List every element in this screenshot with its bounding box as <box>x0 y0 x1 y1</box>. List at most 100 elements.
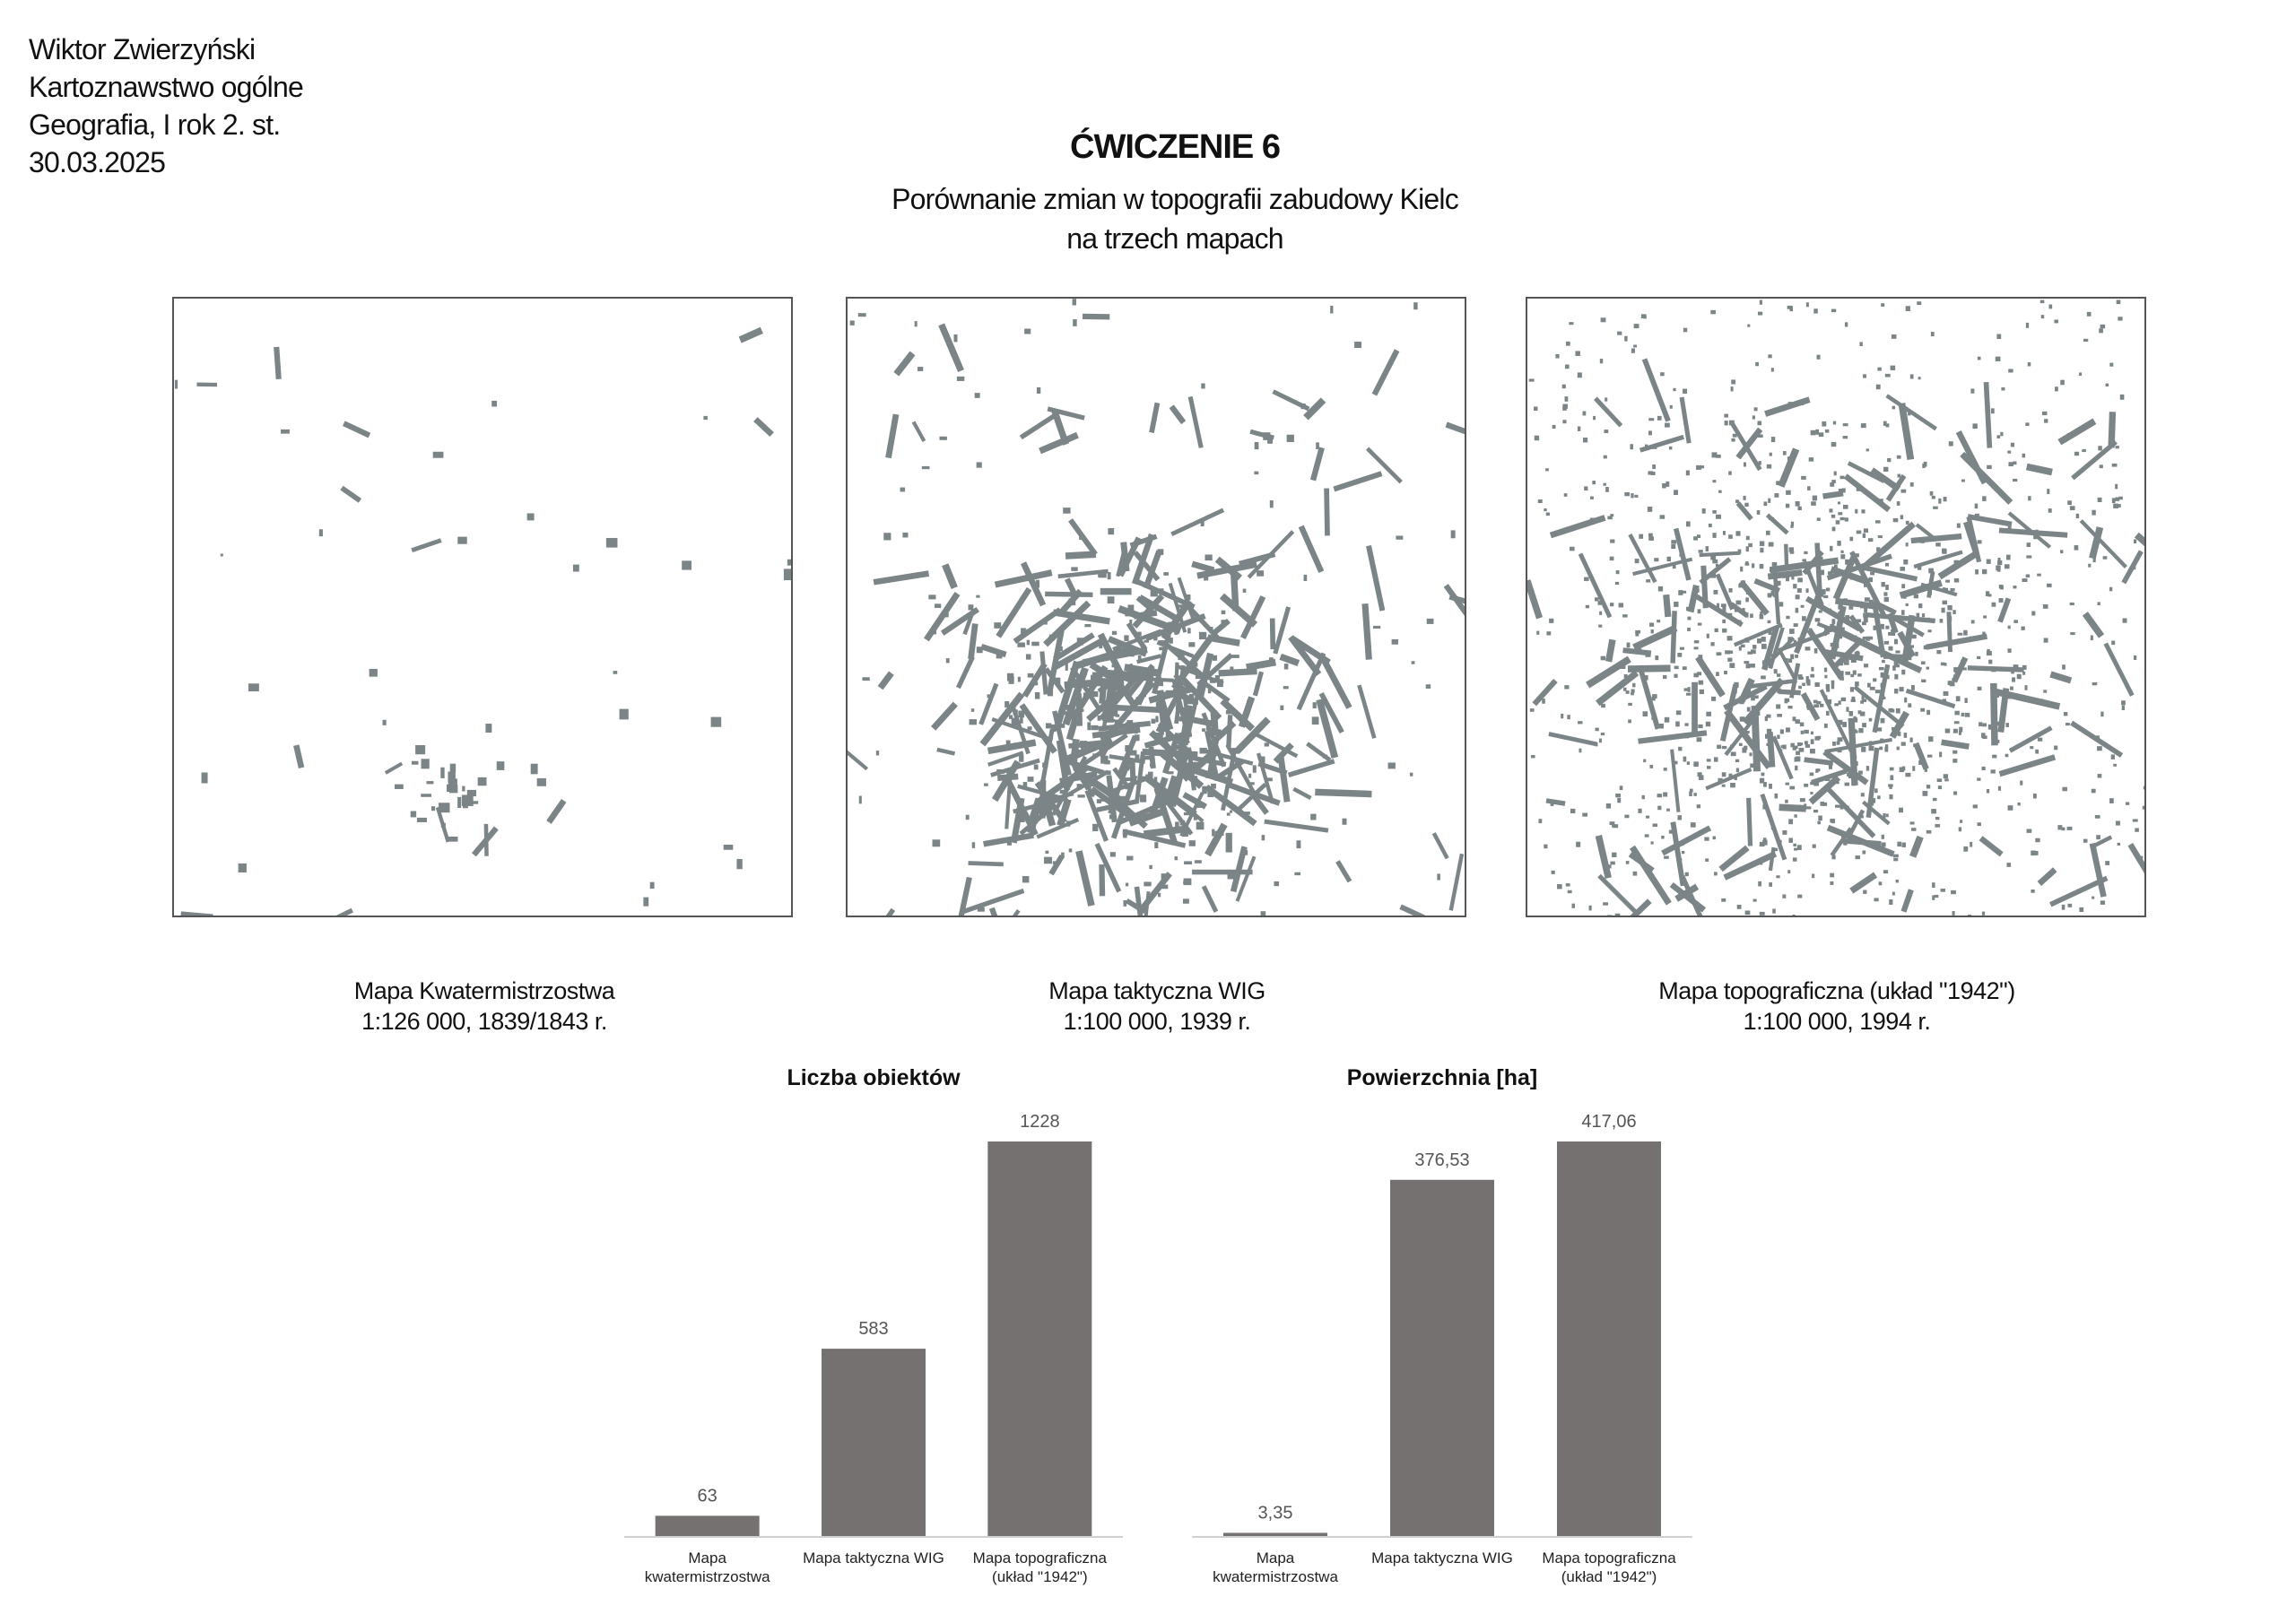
building-footprint <box>2040 315 2045 319</box>
building-footprint <box>1784 699 1788 704</box>
building-footprint <box>1211 783 1216 789</box>
building-footprint <box>1926 754 1933 758</box>
building-footprint <box>1983 615 1987 619</box>
building-footprint <box>2017 802 2021 806</box>
building-footprint <box>1935 816 1940 820</box>
building-footprint <box>1562 420 1567 424</box>
building-footprint <box>1779 650 1797 680</box>
building-footprint <box>1863 890 1867 894</box>
building-footprint <box>2034 851 2039 855</box>
building-footprint <box>2075 513 2080 519</box>
building-footprint <box>1678 590 1683 595</box>
building-footprint <box>1769 784 1772 789</box>
building-footprint <box>1785 503 1790 508</box>
building-footprint <box>1600 733 1605 736</box>
building-footprint <box>1674 665 1679 670</box>
building-footprint <box>1883 421 1887 426</box>
building-footprint <box>1752 645 1757 649</box>
building-footprint <box>1789 629 1795 634</box>
building-footprint <box>1880 717 1885 724</box>
building-footprint <box>968 861 1004 867</box>
building-footprint <box>1831 619 1836 624</box>
building-footprint <box>1695 655 1726 698</box>
building-footprint <box>536 777 546 786</box>
building-footprint <box>1565 364 1570 369</box>
building-footprint <box>1852 670 1857 675</box>
building-footprint <box>1045 591 1093 598</box>
building-footprint <box>572 564 579 572</box>
building-footprint <box>974 393 980 398</box>
building-footprint <box>1831 441 1837 447</box>
building-footprint <box>2033 535 2038 540</box>
building-footprint <box>1787 658 1793 663</box>
building-footprint <box>1660 372 1665 377</box>
building-footprint <box>1826 553 1892 581</box>
building-footprint <box>1881 842 1886 847</box>
building-footprint <box>1834 643 1839 648</box>
building-footprint <box>1762 838 1767 843</box>
building-footprint <box>1881 582 1885 587</box>
building-footprint <box>1746 707 1751 712</box>
building-footprint <box>1862 850 1866 855</box>
building-footprint <box>1876 547 1881 552</box>
building-footprint <box>1825 683 1831 690</box>
building-footprint <box>1610 603 1614 607</box>
building-footprint <box>1831 514 1836 518</box>
building-footprint <box>1735 768 1740 773</box>
building-footprint <box>1845 671 1851 675</box>
building-footprint <box>1915 651 1918 656</box>
building-footprint <box>1923 645 1928 650</box>
building-footprint <box>1889 794 1893 800</box>
building-footprint <box>1578 748 1582 753</box>
building-footprint <box>988 907 1008 916</box>
building-footprint <box>924 592 961 642</box>
building-footprint <box>1924 767 1927 772</box>
category-label: Mapa <box>688 1549 726 1567</box>
building-footprint <box>1880 623 1884 629</box>
building-footprint <box>1059 789 1067 794</box>
building-footprint <box>1450 530 1456 539</box>
building-footprint <box>862 677 870 681</box>
building-footprint <box>1977 686 1982 690</box>
building-footprint <box>1932 895 1935 900</box>
building-footprint <box>1006 673 1014 681</box>
building-footprint <box>1878 666 1884 671</box>
building-footprint <box>1123 832 1127 838</box>
building-footprint <box>1855 681 1859 687</box>
building-footprint <box>1882 659 1885 664</box>
building-footprint <box>1330 306 1334 314</box>
building-footprint <box>1824 674 1828 679</box>
building-footprint <box>1089 662 1122 686</box>
subtitle-line-1: Porównanie zmian w topografii zabudowy K… <box>891 183 1459 215</box>
building-footprint <box>1099 864 1106 897</box>
building-footprint <box>1603 455 1607 459</box>
data-label: 376,53 <box>1414 1150 1469 1170</box>
building-footprint <box>1900 489 1907 493</box>
building-footprint <box>1722 619 1726 624</box>
data-label: 583 <box>858 1319 888 1339</box>
building-footprint <box>1738 646 1742 651</box>
building-footprint <box>1904 697 1908 703</box>
building-footprint <box>1859 815 1864 819</box>
building-footprint <box>1634 494 1639 498</box>
building-footprint <box>1857 563 1918 582</box>
building-footprint <box>1910 684 1915 690</box>
building-footprint <box>1802 559 1806 562</box>
building-footprint <box>1048 854 1065 876</box>
building-footprint <box>1072 299 1077 306</box>
building-footprint <box>1816 517 1821 521</box>
building-footprint <box>1883 870 1889 874</box>
building-footprint <box>1143 755 1151 760</box>
building-footprint <box>1551 870 1555 874</box>
building-footprint <box>914 321 918 327</box>
building-footprint <box>1194 860 1202 864</box>
building-footprint <box>1272 389 1310 412</box>
building-footprint <box>1941 607 1945 613</box>
building-footprint <box>1657 620 1661 623</box>
building-footprint <box>1895 707 1900 714</box>
building-footprint <box>1696 534 1701 538</box>
building-footprint <box>1411 661 1415 664</box>
building-footprint <box>1759 911 1765 916</box>
building-footprint <box>1100 587 1132 595</box>
building-footprint <box>1768 629 1772 635</box>
